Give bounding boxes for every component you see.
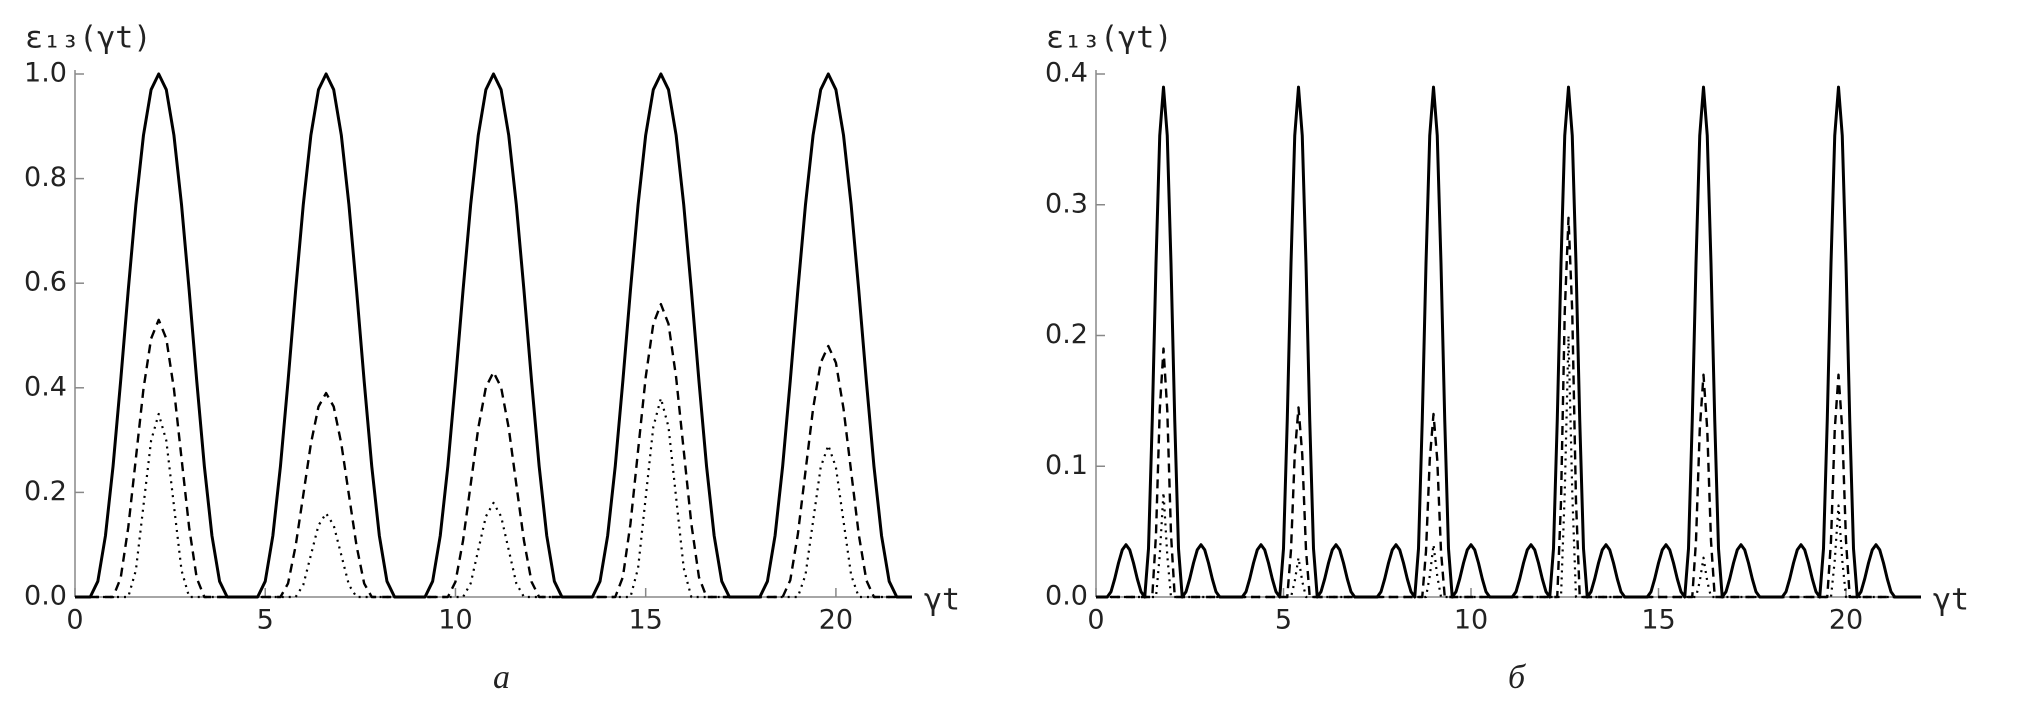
x-tick-label: 20 [1829,605,1863,636]
y-tick-label: 0.4 [1045,58,1088,89]
y-tick-label: 0.4 [24,371,67,402]
data-line [1096,334,1910,599]
data-line [75,302,912,599]
y-tick-label: 0.8 [24,162,67,193]
x-tick-label: 5 [257,605,274,636]
y-axis-label: ε₁₃(γt) [1046,21,1172,56]
x-tick-label: 0 [1087,605,1104,636]
y-tick-label: 0.2 [1045,319,1088,350]
data-line [1096,85,1921,599]
data-line [75,397,912,599]
x-tick-label: 20 [819,605,853,636]
y-tick-label: 0.0 [24,581,67,612]
panel-caption: а [493,659,510,696]
data-line [1096,216,1918,599]
y-tick-label: 1.0 [24,58,67,89]
x-tick-label: 15 [629,605,663,636]
x-tick-label: 15 [1641,605,1675,636]
data-line [75,72,912,599]
y-axis-label: ε₁₃(γt) [25,21,151,56]
y-tick-label: 0.6 [24,267,67,298]
y-tick-label: 0.1 [1045,450,1088,481]
x-tick-label: 10 [1454,605,1488,636]
x-axis-label: γt [1933,583,1969,618]
y-tick-label: 0.0 [1045,581,1088,612]
x-axis-label: γt [924,583,960,618]
x-tick-label: 10 [438,605,472,636]
x-tick-label: 0 [66,605,83,636]
panel-caption: б [1508,659,1527,696]
y-tick-label: 0.3 [1045,188,1088,219]
x-tick-label: 5 [1275,605,1292,636]
y-tick-label: 0.2 [24,476,67,507]
